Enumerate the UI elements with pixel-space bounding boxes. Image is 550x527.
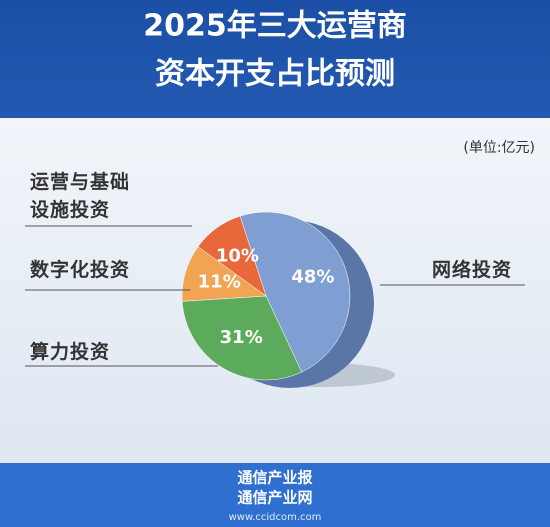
unit-label: (单位:亿元)	[463, 140, 535, 156]
pie-slice	[197, 215, 267, 297]
pie-slice	[181, 295, 303, 381]
footer-bg	[0, 463, 550, 527]
value-label: 31%	[220, 327, 263, 348]
value-label: 48%	[291, 266, 334, 287]
category-label: 运营与基础设施投资	[30, 171, 131, 221]
category-label: 网络投资	[432, 259, 513, 281]
pie-slice	[239, 211, 351, 373]
value-label: 10%	[216, 246, 259, 267]
chart-title: 资本开支占比预测	[155, 57, 395, 92]
value-label: 11%	[198, 271, 241, 292]
category-label: 数字化投资	[30, 259, 131, 281]
chart-title: 2025年三大运营商	[143, 9, 407, 44]
footer-text: 通信产业网	[237, 489, 312, 507]
footer-text: 通信产业报	[237, 469, 312, 487]
footer-url: www.ccidcom.com	[229, 512, 322, 523]
category-label: 算力投资	[30, 341, 111, 363]
